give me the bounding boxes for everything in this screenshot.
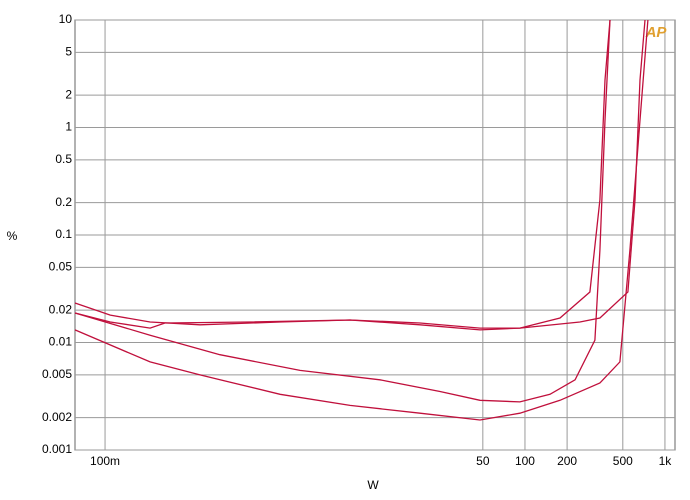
- y-tick-label: 0.01: [49, 335, 73, 349]
- data-line: [74, 19, 646, 329]
- y-tick-label: 2: [65, 87, 72, 101]
- y-tick-label: 1: [65, 120, 72, 134]
- y-tick-label: 0.001: [42, 442, 72, 456]
- logo: AP: [645, 24, 668, 41]
- x-tick-label: 50: [476, 454, 490, 468]
- x-tick-label: 500: [613, 454, 633, 468]
- y-tick-label: 0.5: [55, 152, 72, 166]
- data-line: [74, 19, 611, 331]
- y-tick-label: 5: [65, 45, 72, 59]
- x-tick-label: 1k: [659, 454, 673, 468]
- y-tick-label: 0.02: [49, 302, 73, 316]
- x-axis-label: W: [367, 478, 379, 492]
- x-tick-label: 100m: [90, 454, 120, 468]
- y-tick-label: 0.002: [42, 410, 72, 424]
- x-tick-label: 200: [557, 454, 577, 468]
- y-tick-label: 0.1: [55, 227, 72, 241]
- y-tick-label: 0.2: [55, 195, 72, 209]
- y-tick-label: 10: [59, 12, 73, 26]
- data-line: [74, 19, 649, 421]
- y-tick-label: 0.005: [42, 367, 72, 381]
- y-axis-label: %: [7, 229, 18, 243]
- data-line: [74, 19, 611, 403]
- y-tick-label: 0.05: [49, 260, 73, 274]
- x-tick-label: 100: [515, 454, 535, 468]
